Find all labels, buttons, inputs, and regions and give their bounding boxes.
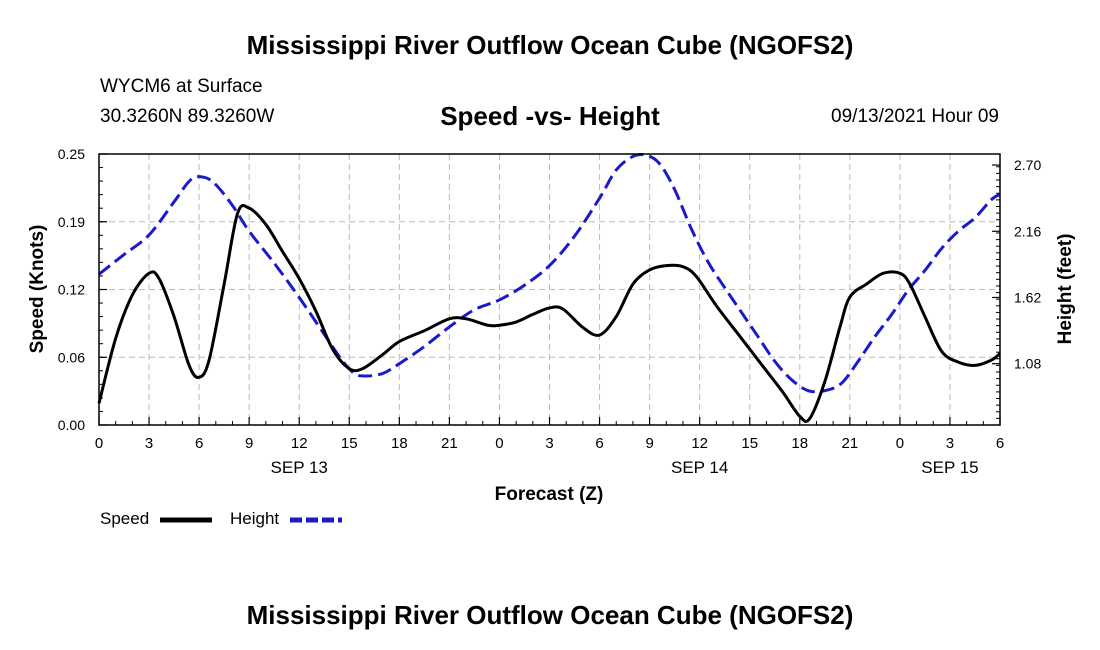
y-tick-label-left: 0.06 xyxy=(58,349,85,365)
x-tick-label: 12 xyxy=(691,435,708,452)
x-tick-label: 6 xyxy=(195,435,203,452)
grid xyxy=(99,154,1000,425)
x-tick-label: 9 xyxy=(245,435,253,452)
x-tick-label: 3 xyxy=(145,435,153,452)
x-tick-label: 0 xyxy=(495,435,503,452)
x-tick-label: 6 xyxy=(996,435,1004,452)
x-tick-label: 21 xyxy=(441,435,458,452)
speed-series-line xyxy=(97,204,1001,423)
forecast-datetime: 09/13/2021 Hour 09 xyxy=(831,106,999,127)
y-tick-label-left: 0.00 xyxy=(58,417,85,433)
chart-title: Speed -vs- Height xyxy=(440,101,660,131)
x-tick-label: 21 xyxy=(841,435,858,452)
coordinates-label: 30.3260N 89.3260W xyxy=(100,106,275,127)
x-tick-label: 9 xyxy=(645,435,653,452)
y-tick-label-right: 2.16 xyxy=(1014,223,1041,239)
ticks: 0 3 6 9 12 15 18 21 0 3 6 9 12 15 18 21 0 3 6 SEP 13 SEP 14 S… xyxy=(58,146,1042,477)
y-tick-label-right: 1.62 xyxy=(1014,289,1041,305)
series-layer xyxy=(97,152,1001,423)
y-tick-label-left: 0.12 xyxy=(58,282,85,298)
legend-speed-label: Speed xyxy=(100,509,150,528)
y-tick-label-right: 1.08 xyxy=(1014,356,1041,372)
x-tick-label: 18 xyxy=(791,435,808,452)
date-label: SEP 14 xyxy=(671,458,728,477)
legend-height-label: Height xyxy=(230,509,280,528)
date-label: SEP 13 xyxy=(271,458,328,477)
y-tick-label-right: 2.70 xyxy=(1014,157,1041,173)
x-tick-label: 12 xyxy=(291,435,308,452)
date-label: SEP 15 xyxy=(921,458,978,477)
page-title: Mississippi River Outflow Ocean Cube (NG… xyxy=(246,30,854,60)
x-tick-label: 3 xyxy=(946,435,954,452)
station-label: WYCM6 at Surface xyxy=(100,76,263,97)
y-axis-label-left: Speed (Knots) xyxy=(27,225,48,354)
x-tick-label: 0 xyxy=(95,435,103,452)
y-axis-label-right: Height (feet) xyxy=(1055,234,1076,345)
x-tick-label: 15 xyxy=(741,435,758,452)
height-series-line xyxy=(98,152,1001,394)
y-tick-label-left: 0.25 xyxy=(58,146,85,162)
y-tick-label-left: 0.19 xyxy=(58,214,85,230)
x-tick-label: 15 xyxy=(341,435,358,452)
x-axis-label: Forecast (Z) xyxy=(495,484,604,505)
x-tick-label: 18 xyxy=(391,435,408,452)
x-tick-label: 3 xyxy=(545,435,553,452)
x-tick-label: 6 xyxy=(595,435,603,452)
x-tick-label: 0 xyxy=(896,435,904,452)
footer-title: Mississippi River Outflow Ocean Cube (NG… xyxy=(246,600,854,630)
